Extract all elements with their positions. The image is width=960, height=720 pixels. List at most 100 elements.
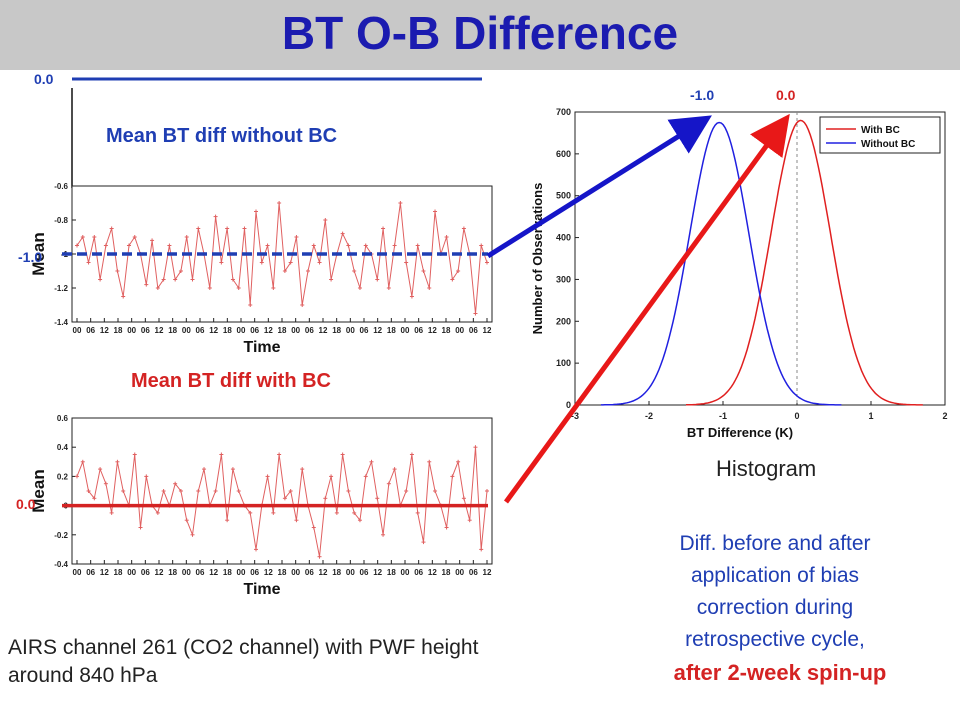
data-point <box>213 489 218 493</box>
marker-mid-neg: -1.0 <box>18 249 43 265</box>
data-point <box>282 269 287 273</box>
x-tick-label: 06 <box>414 326 423 335</box>
x-tick-label: 00 <box>291 326 300 335</box>
x-tick-label: 18 <box>442 326 451 335</box>
data-point <box>155 286 160 290</box>
data-point <box>450 474 455 479</box>
data-point <box>92 235 97 239</box>
data-point <box>375 496 380 501</box>
data-point <box>398 201 403 205</box>
data-point <box>305 269 310 273</box>
diff-note-line: Diff. before and after <box>679 532 871 555</box>
y-tick-label: -0.2 <box>54 531 68 540</box>
diff-note-line: retrospective cycle, <box>685 628 865 651</box>
y-axis-label: Mean <box>29 232 48 275</box>
marker-hist-neg: -1.0 <box>690 87 715 103</box>
x-tick-label: 00 <box>401 326 410 335</box>
data-point <box>132 452 137 457</box>
x-tick-label: -2 <box>645 411 653 421</box>
marker-bottom-zero: 0.0 <box>16 496 36 512</box>
x-tick-label: 18 <box>168 568 177 577</box>
y-tick-label: 0.2 <box>57 472 69 481</box>
x-tick-label: 1 <box>868 411 873 421</box>
data-point <box>184 518 189 523</box>
data-point <box>427 286 432 290</box>
data-point <box>294 235 299 239</box>
series-curve-0 <box>686 119 923 406</box>
x-tick-label: 18 <box>223 326 232 335</box>
x-tick-label: 18 <box>442 568 451 577</box>
data-point <box>277 201 282 205</box>
data-point <box>277 452 282 457</box>
x-tick-label: 00 <box>73 568 82 577</box>
x-tick-label: 06 <box>141 568 150 577</box>
data-point <box>473 445 478 450</box>
x-tick-label: -1 <box>719 411 727 421</box>
data-point <box>334 510 339 515</box>
data-point <box>415 243 420 248</box>
data-point <box>311 243 316 248</box>
data-point <box>323 496 328 501</box>
data-point <box>369 459 374 464</box>
data-point <box>381 226 386 231</box>
data-point <box>230 467 235 472</box>
y-tick-label: 700 <box>556 107 571 117</box>
page-title: BT O-B Difference <box>281 7 679 59</box>
x-tick-label: 18 <box>278 568 287 577</box>
data-point <box>109 226 114 231</box>
legend-label: With BC <box>861 125 900 136</box>
data-point <box>207 286 212 290</box>
x-tick-label: 18 <box>168 326 177 335</box>
data-point <box>178 269 183 273</box>
data-point <box>467 518 472 523</box>
data-point <box>363 243 368 248</box>
x-tick-label: 12 <box>428 568 437 577</box>
data-point <box>150 238 155 243</box>
title-bar <box>0 0 960 70</box>
diff-note-line: correction during <box>696 596 854 619</box>
data-point <box>444 525 449 530</box>
y-tick-label: 300 <box>556 274 571 284</box>
data-point <box>473 311 478 316</box>
x-tick-label: 06 <box>414 568 423 577</box>
data-point <box>202 467 207 472</box>
x-tick-label: 12 <box>483 326 492 335</box>
x-tick-label: 06 <box>141 326 150 335</box>
x-tick-label: 00 <box>73 326 82 335</box>
data-point <box>138 525 143 530</box>
x-tick-label: 12 <box>100 326 109 335</box>
data-point <box>155 510 160 515</box>
x-tick-label: 18 <box>278 326 287 335</box>
x-tick-label: 00 <box>237 326 246 335</box>
data-point <box>392 243 397 248</box>
data-point <box>196 489 201 493</box>
data-point <box>282 496 287 501</box>
y-tick-label: 0 <box>566 400 571 410</box>
data-point <box>225 518 230 523</box>
data-point <box>404 489 409 493</box>
label-without-bc: Mean BT diff without BC <box>106 125 338 147</box>
x-tick-label: 12 <box>319 326 328 335</box>
y-axis-label: Mean <box>29 469 48 512</box>
data-point <box>456 269 461 273</box>
data-point <box>392 467 397 472</box>
data-point <box>161 277 166 282</box>
data-point <box>213 214 218 219</box>
data-point <box>144 282 149 287</box>
data-point <box>248 303 253 307</box>
data-point <box>225 226 230 231</box>
y-tick-label: -0.8 <box>54 216 68 225</box>
data-point <box>173 481 178 486</box>
x-tick-label: 12 <box>428 326 437 335</box>
x-tick-label: 18 <box>114 326 123 335</box>
x-tick-label: 06 <box>196 326 205 335</box>
data-point <box>132 235 137 239</box>
series-line <box>76 447 488 557</box>
y-tick-label: 400 <box>556 233 571 243</box>
diff-note: Diff. before and after application of bi… <box>620 528 930 656</box>
data-point <box>109 510 114 515</box>
data-point <box>103 481 108 486</box>
plot-frame <box>71 417 493 565</box>
data-point <box>80 235 85 239</box>
